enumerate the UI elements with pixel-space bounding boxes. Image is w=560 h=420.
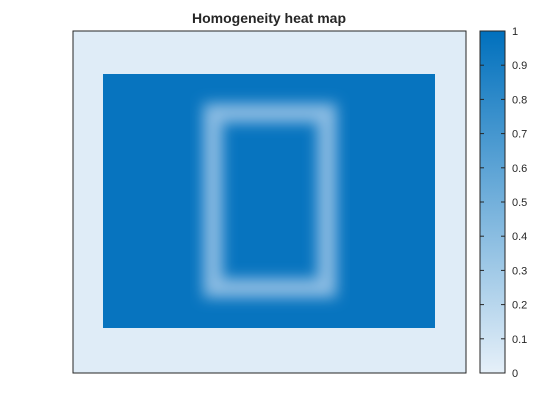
colorbar-tick-label: 0.5 (512, 197, 527, 209)
colorbar-tick-label: 0 (512, 368, 518, 380)
colorbar-tick-label: 0.4 (512, 231, 527, 243)
colorbar-tick-label: 0.7 (512, 129, 527, 141)
colorbar-tick-label: 0.8 (512, 94, 527, 106)
heatmap-ring-core (210, 110, 330, 291)
colorbar-tick-label: 0.6 (512, 163, 527, 175)
colorbar-tick-label: 0.9 (512, 60, 527, 72)
colorbar-tick-label: 0.1 (512, 334, 527, 346)
heatmap-axes (72, 30, 467, 374)
colorbar-tick-label: 0.3 (512, 265, 527, 277)
axes-frame (72, 30, 467, 374)
colorbar-ticks: 0 0.1 0.2 0.3 0.4 0.5 0.6 0.7 0.8 0.9 1 (480, 26, 527, 380)
colorbar-tick-label: 1 (512, 26, 518, 38)
heatmap-ring-overlay (203, 103, 337, 298)
colorbar: 0 0.1 0.2 0.3 0.4 0.5 0.6 0.7 0.8 0.9 1 (479, 26, 527, 380)
chart-title: Homogeneity heat map (192, 10, 346, 26)
colorbar-tick-label: 0.2 (512, 300, 527, 312)
